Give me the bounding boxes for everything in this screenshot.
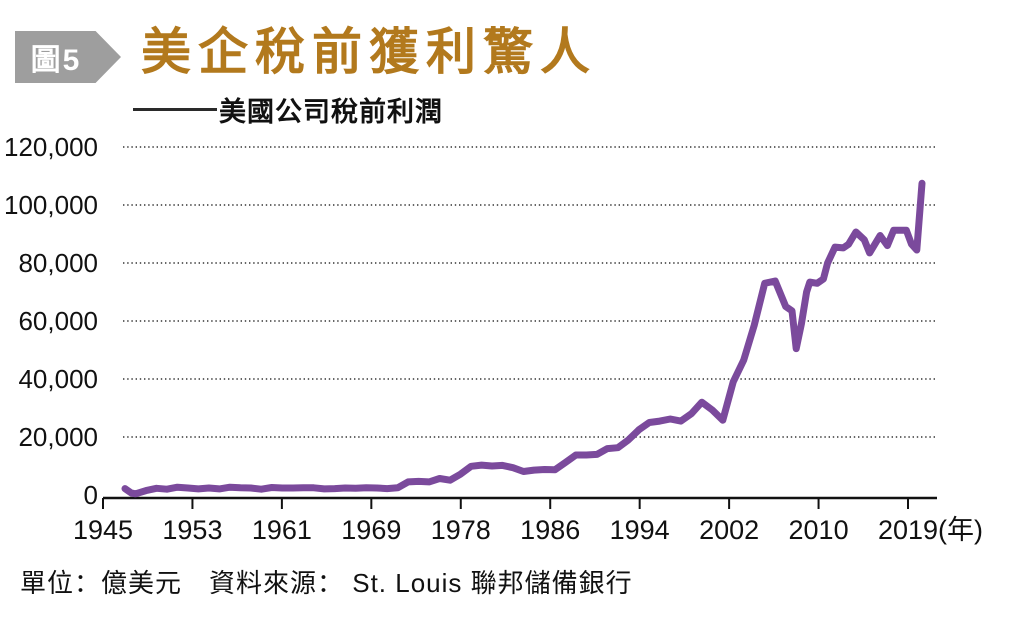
legend-series-label: 美國公司稅前利潤 (219, 96, 443, 127)
x-tick-label-1953: 1953 (162, 515, 222, 545)
x-tick-label-2019: 2019 (878, 515, 938, 545)
y-tick-label-60000: 60,000 (18, 306, 98, 336)
x-axis-unit-suffix: (年) (938, 515, 983, 545)
figure-number-label: 圖5 (30, 44, 82, 77)
y-tick-label-80000: 80,000 (18, 248, 98, 278)
y-tick-label-40000: 40,000 (18, 364, 98, 394)
x-tick-label-2002: 2002 (699, 515, 759, 545)
pretax-profit-series-line (121, 179, 926, 498)
y-tick-label-20000: 20,000 (18, 422, 98, 452)
x-tick-label-1994: 1994 (610, 515, 670, 545)
x-tick-label-2010: 2010 (789, 515, 849, 545)
y-tick-label-100000: 100,000 (4, 190, 98, 220)
unit-and-source-note: 單位：億美元 資料來源： St. Louis 聯邦儲備銀行 (20, 568, 633, 598)
y-tick-label-0: 0 (84, 480, 98, 510)
legend-line-swatch (133, 107, 217, 111)
chart-title: 美企稅前獲利驚人 (141, 22, 597, 81)
x-tick-label-1978: 1978 (431, 515, 491, 545)
x-tick-label-1945: 1945 (73, 515, 133, 545)
y-tick-label-120000: 120,000 (4, 132, 98, 162)
x-tick-label-1986: 1986 (520, 515, 580, 545)
x-tick-label-1961: 1961 (252, 515, 312, 545)
legend: 美國公司稅前利潤 (133, 92, 443, 127)
x-tick-label-1969: 1969 (341, 515, 401, 545)
figure-number-badge: 圖5 (15, 31, 121, 83)
